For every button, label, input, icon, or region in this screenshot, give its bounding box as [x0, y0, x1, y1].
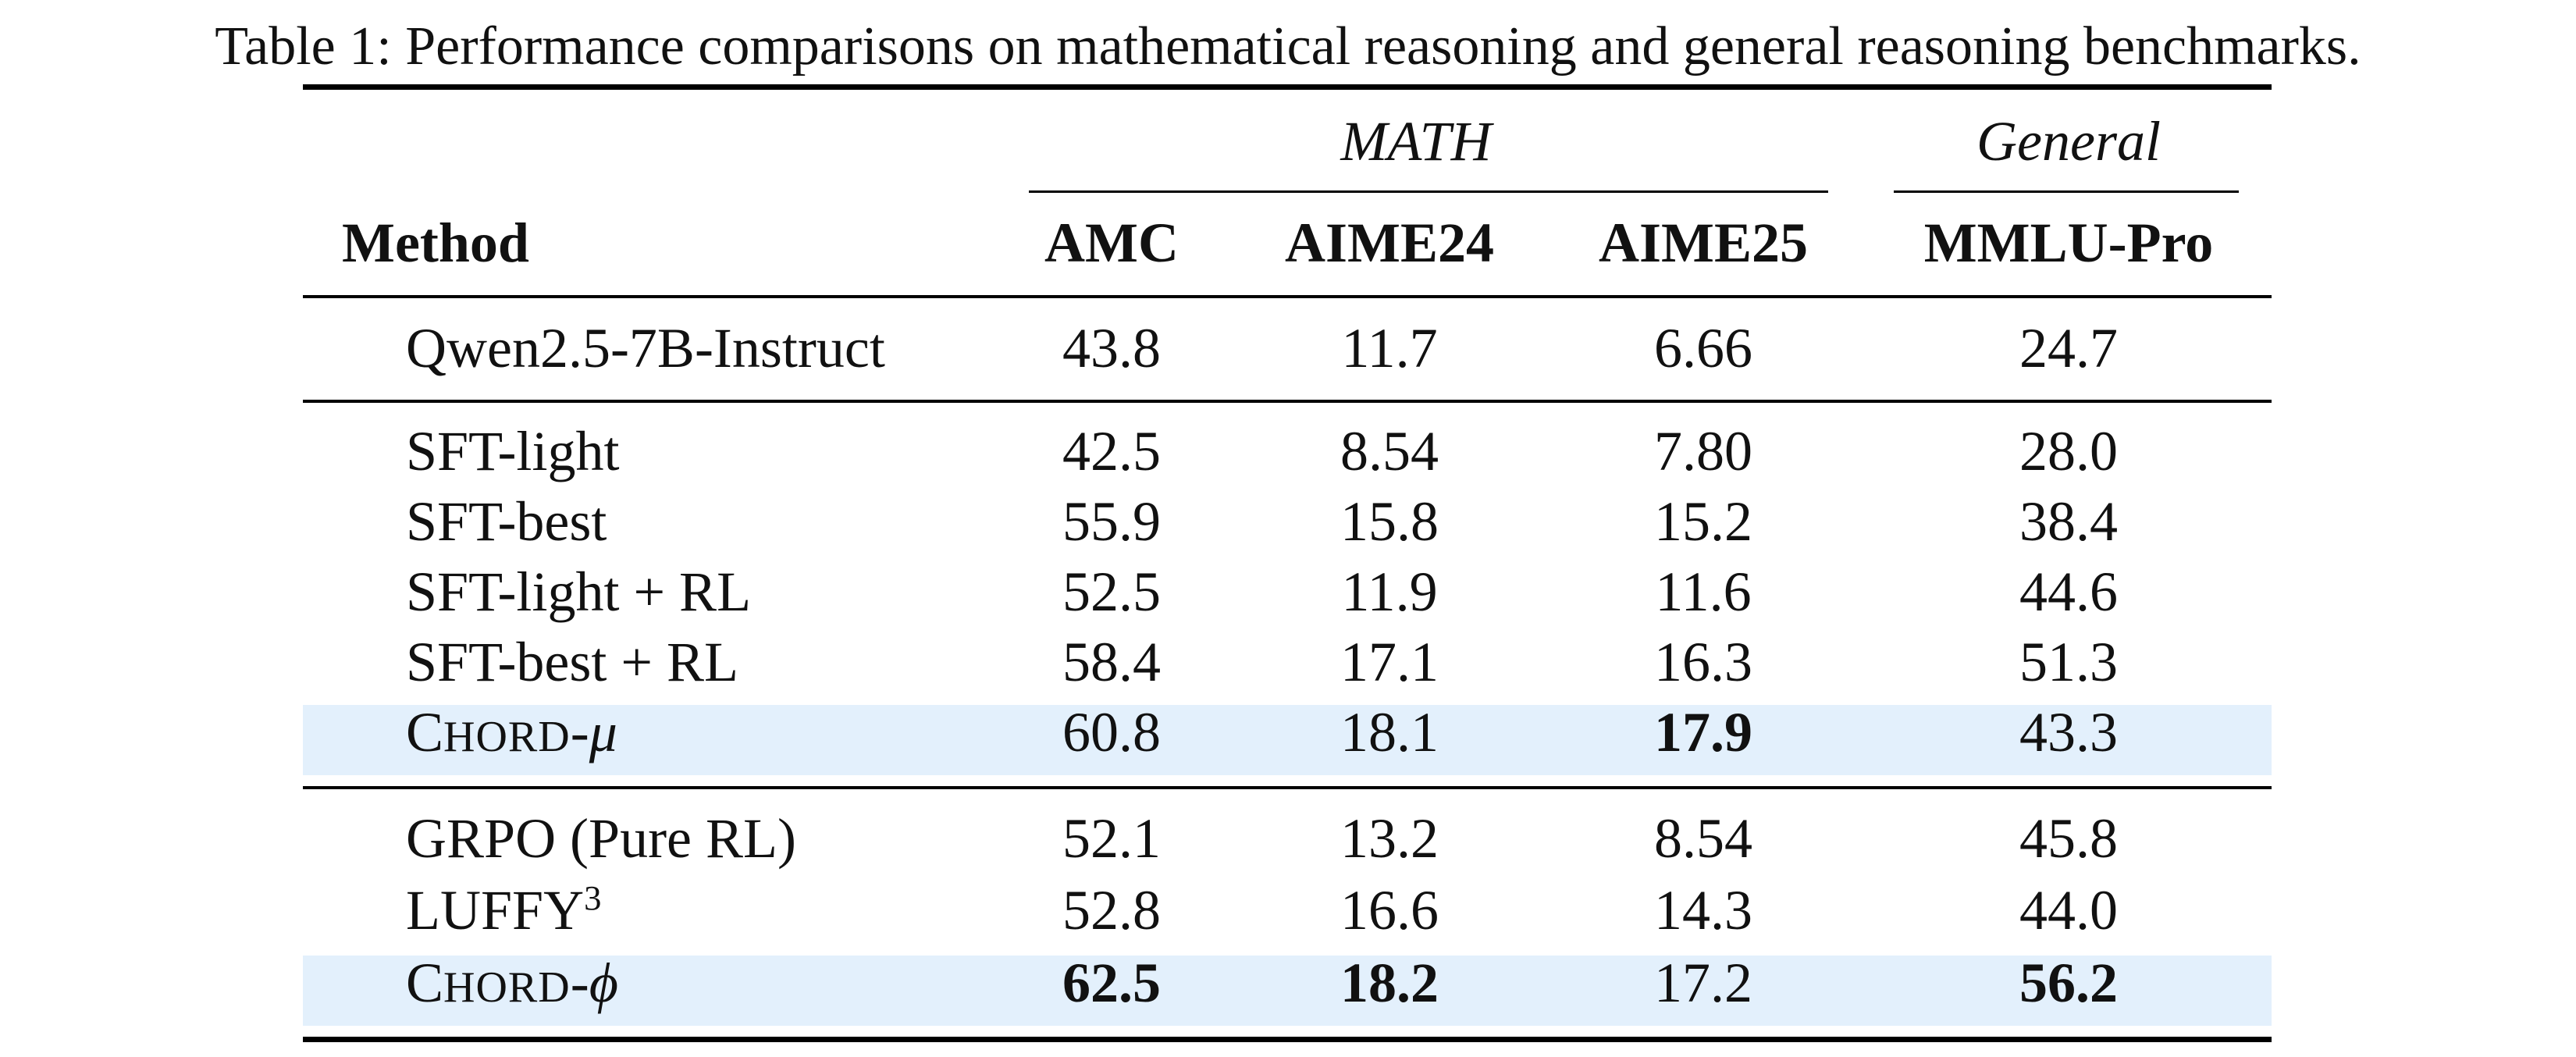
row-value-mmlu-pro: 24.7	[2019, 317, 2118, 379]
row-value-mmlu-pro-best: 56.2	[2019, 952, 2118, 1014]
row-method: SFT-light	[406, 420, 620, 482]
row-value-aime25: 6.66	[1654, 317, 1752, 379]
method-initial: C	[406, 701, 444, 763]
row-value-amc: 52.8	[1062, 879, 1161, 941]
bottom-rule	[303, 1037, 2272, 1042]
section-rule	[303, 400, 2272, 403]
top-rule	[303, 84, 2272, 90]
method-suffix: -ϕ	[570, 952, 618, 1014]
row-value-aime24: 15.8	[1340, 490, 1439, 553]
row-value-aime25: 15.2	[1654, 490, 1752, 553]
row-value-aime24: 8.54	[1340, 420, 1439, 482]
method-name: LUFFY	[406, 879, 585, 941]
footnote-marker: 3	[584, 878, 602, 917]
row-method-luffy: LUFFY3	[406, 875, 601, 945]
group-header-math: MATH	[1340, 110, 1492, 173]
header-rule	[303, 295, 2272, 298]
column-header-method: Method	[342, 212, 529, 274]
row-value-aime25-best: 17.9	[1654, 701, 1752, 763]
row-value-mmlu-pro: 45.8	[2019, 807, 2118, 870]
method-initial: C	[406, 952, 444, 1014]
row-value-aime25: 16.3	[1654, 631, 1752, 693]
row-method: SFT-best + RL	[406, 631, 739, 693]
row-value-aime24: 13.2	[1340, 807, 1439, 870]
row-value-amc: 43.8	[1062, 317, 1161, 379]
row-value-mmlu-pro: 44.6	[2019, 561, 2118, 623]
row-value-aime24: 18.1	[1340, 701, 1439, 763]
method-smallcaps: HORD	[443, 963, 571, 1012]
row-value-aime24: 16.6	[1340, 879, 1439, 941]
highlight-row-chord-phi	[303, 956, 2272, 1026]
column-header-aime25: AIME25	[1599, 212, 1808, 274]
row-value-aime24: 17.1	[1340, 631, 1439, 693]
general-group-rule	[1894, 190, 2239, 193]
highlight-row-chord-mu	[303, 705, 2272, 775]
table-caption: Table 1: Performance comparisons on mathe…	[0, 14, 2576, 80]
row-value-amc: 55.9	[1062, 490, 1161, 553]
row-value-amc: 58.4	[1062, 631, 1161, 693]
row-value-mmlu-pro: 51.3	[2019, 631, 2118, 693]
caption-text: Performance comparisons on mathematical …	[405, 16, 2361, 77]
section-rule	[303, 786, 2272, 789]
row-value-aime25: 14.3	[1654, 879, 1752, 941]
row-value-aime24: 11.9	[1341, 561, 1438, 623]
row-method: SFT-light + RL	[406, 561, 752, 623]
row-method-chord-mu: CHORD-μ	[406, 697, 617, 772]
row-value-mmlu-pro: 28.0	[2019, 420, 2118, 482]
row-method: GRPO (Pure RL)	[406, 807, 796, 870]
method-suffix: -μ	[570, 701, 617, 763]
column-header-aime24: AIME24	[1285, 212, 1494, 274]
row-value-amc: 60.8	[1062, 701, 1161, 763]
row-method: Qwen2.5-7B-Instruct	[406, 317, 885, 379]
row-value-mmlu-pro: 38.4	[2019, 490, 2118, 553]
row-value-mmlu-pro: 44.0	[2019, 879, 2118, 941]
column-header-amc: AMC	[1044, 212, 1179, 274]
group-header-general: General	[1976, 110, 2161, 173]
row-method-chord-phi: CHORD-ϕ	[406, 948, 618, 1023]
row-value-amc-best: 62.5	[1062, 952, 1161, 1014]
caption-label: Table 1:	[215, 16, 392, 77]
row-value-aime24: 11.7	[1341, 317, 1438, 379]
row-method: SFT-best	[406, 490, 607, 553]
row-value-aime25: 8.54	[1654, 807, 1752, 870]
row-value-amc: 52.1	[1062, 807, 1161, 870]
row-value-amc: 42.5	[1062, 420, 1161, 482]
row-value-aime25: 7.80	[1654, 420, 1752, 482]
math-group-rule	[1029, 190, 1828, 193]
method-smallcaps: HORD	[443, 713, 571, 761]
row-value-aime25: 11.6	[1655, 561, 1752, 623]
row-value-aime24-best: 18.2	[1340, 952, 1439, 1014]
row-value-mmlu-pro: 43.3	[2019, 701, 2118, 763]
row-value-amc: 52.5	[1062, 561, 1161, 623]
row-value-aime25: 17.2	[1654, 952, 1752, 1014]
column-header-mmlu-pro: MMLU-Pro	[1923, 212, 2214, 274]
